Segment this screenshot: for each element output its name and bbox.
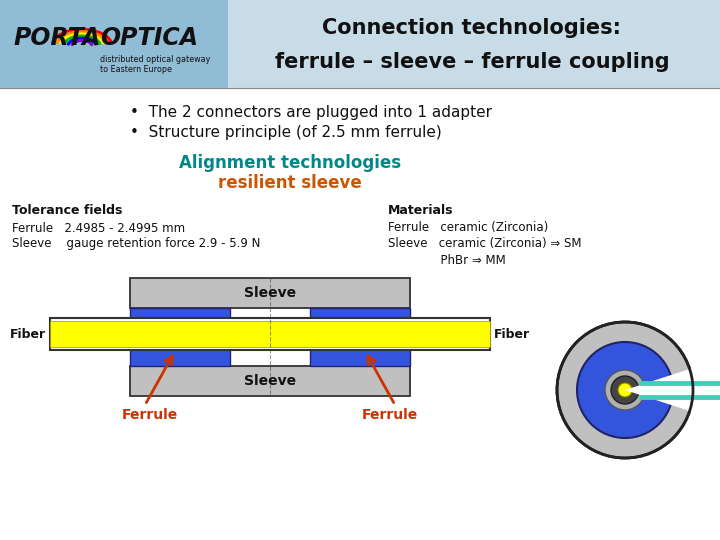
Text: to Eastern Europe: to Eastern Europe	[100, 65, 172, 75]
Text: Ferrule   ceramic (Zirconia): Ferrule ceramic (Zirconia)	[388, 221, 548, 234]
Text: Tolerance fields: Tolerance fields	[12, 204, 122, 217]
Text: Alignment technologies: Alignment technologies	[179, 154, 401, 172]
Bar	[130, 336, 230, 366]
Text: PhBr ⇒ MM: PhBr ⇒ MM	[388, 253, 505, 267]
Circle shape	[605, 370, 645, 410]
Text: Ferrule   2.4985 - 2.4995 mm: Ferrule 2.4985 - 2.4995 mm	[12, 221, 185, 234]
Bar	[0, 0, 228, 88]
Bar	[50, 321, 490, 347]
Wedge shape	[625, 368, 695, 411]
Bar	[310, 308, 410, 336]
Text: Ferrule: Ferrule	[361, 408, 418, 422]
Circle shape	[618, 383, 632, 397]
Text: Sleeve: Sleeve	[244, 374, 296, 388]
Bar	[0, 0, 720, 88]
Bar	[130, 308, 230, 336]
Circle shape	[557, 322, 693, 458]
Text: OPTICA: OPTICA	[100, 26, 198, 50]
Text: Sleeve   ceramic (Zirconia) ⇒ SM: Sleeve ceramic (Zirconia) ⇒ SM	[388, 238, 582, 251]
Circle shape	[577, 342, 673, 438]
Text: •  Structure principle (of 2.5 mm ferrule): • Structure principle (of 2.5 mm ferrule…	[130, 125, 442, 139]
Bar	[130, 278, 410, 308]
Text: Sleeve    gauge retention force 2.9 - 5.9 N: Sleeve gauge retention force 2.9 - 5.9 N	[12, 238, 261, 251]
Circle shape	[611, 376, 639, 404]
Text: Connection technologies:: Connection technologies:	[323, 18, 621, 38]
Bar	[130, 366, 410, 396]
Text: Materials: Materials	[388, 204, 454, 217]
Bar	[310, 336, 410, 366]
Text: •  The 2 connectors are plugged into 1 adapter: • The 2 connectors are plugged into 1 ad…	[130, 105, 492, 119]
Text: Sleeve: Sleeve	[244, 286, 296, 300]
Text: Ferrule: Ferrule	[122, 408, 179, 422]
Text: distributed optical gateway: distributed optical gateway	[100, 56, 210, 64]
Text: ferrule – sleeve – ferrule coupling: ferrule – sleeve – ferrule coupling	[275, 52, 670, 72]
Text: PORTA: PORTA	[14, 26, 102, 50]
Text: Fiber: Fiber	[10, 327, 46, 341]
Bar	[50, 318, 490, 350]
Text: resilient sleeve: resilient sleeve	[218, 174, 362, 192]
Text: Fiber: Fiber	[494, 327, 530, 341]
